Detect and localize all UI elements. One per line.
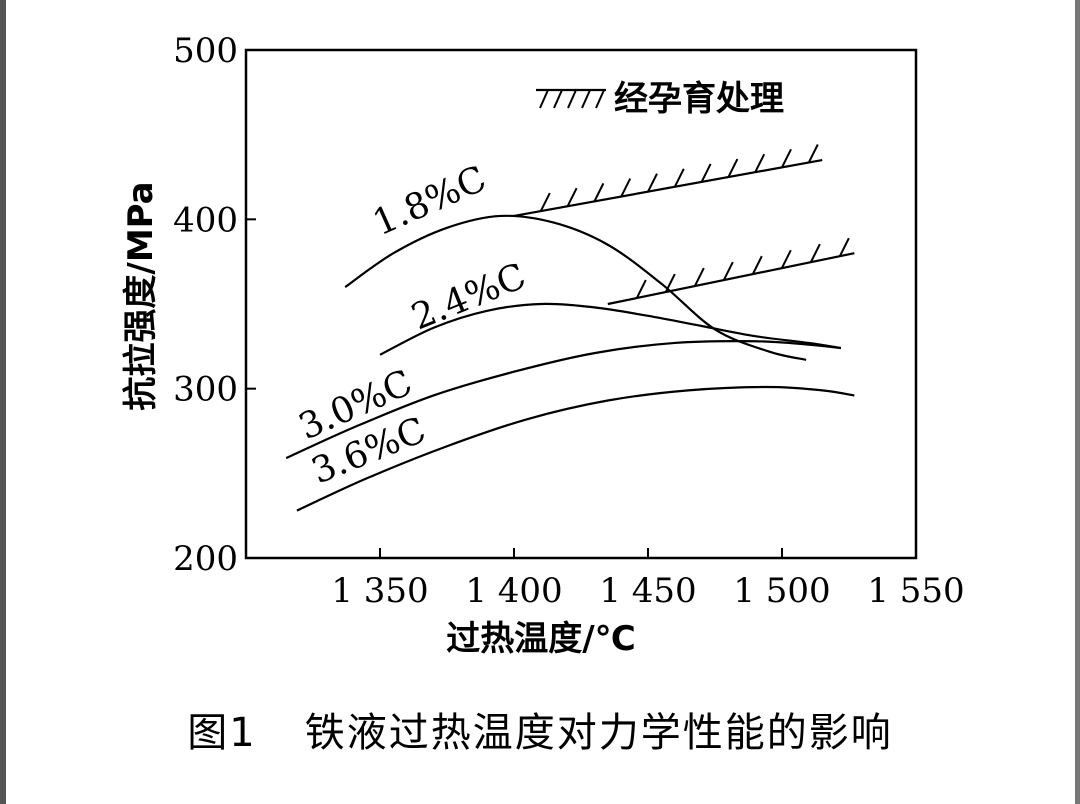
y-tick-label: 400 bbox=[173, 200, 238, 240]
hatch-mark bbox=[727, 158, 739, 178]
inoculation-line-2 bbox=[607, 252, 855, 306]
hatch-mark bbox=[700, 163, 712, 183]
hatch-mark bbox=[539, 192, 551, 212]
x-tick-label: 1 500 bbox=[733, 571, 830, 611]
series-curve-3-0c bbox=[285, 340, 842, 460]
series-curves bbox=[285, 214, 855, 512]
y-axis-label: 抗拉强度/MPa bbox=[121, 181, 161, 410]
inoculation-hatch-lines bbox=[513, 144, 855, 306]
hatch-mark bbox=[673, 168, 685, 188]
left-frame-border bbox=[0, 0, 6, 804]
legend-label: 经孕育处理 bbox=[614, 79, 784, 119]
series-curve-2-4c bbox=[379, 302, 842, 356]
legend-hatch-mark bbox=[567, 89, 577, 109]
hatch-mark bbox=[754, 153, 766, 173]
y-tick-label: 300 bbox=[173, 370, 238, 410]
hatch-mark bbox=[593, 182, 605, 202]
legend: 经孕育处理 bbox=[536, 79, 784, 119]
hatch-mark bbox=[693, 267, 705, 287]
hatch-mark bbox=[780, 249, 792, 269]
series-curve-3-6c bbox=[296, 385, 855, 512]
caption-number: 图1 bbox=[187, 710, 257, 756]
hatch-mark bbox=[781, 148, 792, 168]
hatch-mark bbox=[620, 178, 632, 197]
figure-caption: 图1 铁液过热温度对力学性能的影响 bbox=[0, 700, 1080, 758]
legend-hatch-mark bbox=[553, 89, 563, 109]
inoculation-line-1 bbox=[513, 158, 823, 218]
x-tick-label: 1 350 bbox=[331, 571, 428, 611]
series-curve-1-8c bbox=[344, 214, 807, 361]
right-frame-border bbox=[1075, 0, 1080, 804]
series-label-1-8c: 1.8%C bbox=[367, 158, 492, 244]
hatch-mark bbox=[751, 255, 763, 275]
y-tick-label: 200 bbox=[173, 539, 238, 579]
x-tick-label: 1 450 bbox=[599, 571, 696, 611]
hatch-mark bbox=[647, 173, 658, 193]
x-tick-label: 1 400 bbox=[465, 571, 562, 611]
hatch-mark bbox=[722, 261, 734, 281]
plot-frame bbox=[244, 48, 918, 560]
legend-hatch-mark bbox=[595, 89, 605, 109]
hatch-mark bbox=[807, 144, 819, 163]
axes: 1 350 1 400 1 450 1 500 1 550 200 300 400 500 过热温… bbox=[121, 31, 965, 659]
chart-svg: 1 350 1 400 1 450 1 500 1 550 200 300 400 500 过热温… bbox=[121, 31, 965, 659]
legend-hatch-mark bbox=[581, 89, 591, 109]
caption-text: 铁液过热温度对力学性能的影响 bbox=[304, 710, 893, 756]
y-tick-label: 500 bbox=[173, 31, 238, 71]
hatch-mark bbox=[635, 279, 647, 299]
x-axis-label: 过热温度/℃ bbox=[446, 619, 636, 659]
series-label-2-4c: 2.4%C bbox=[406, 256, 532, 339]
hatch-mark bbox=[566, 187, 578, 207]
hatch-mark bbox=[838, 237, 850, 257]
legend-hatch-mark bbox=[539, 89, 549, 109]
hatch-mark bbox=[809, 243, 821, 263]
x-tick-label: 1 550 bbox=[867, 571, 964, 611]
